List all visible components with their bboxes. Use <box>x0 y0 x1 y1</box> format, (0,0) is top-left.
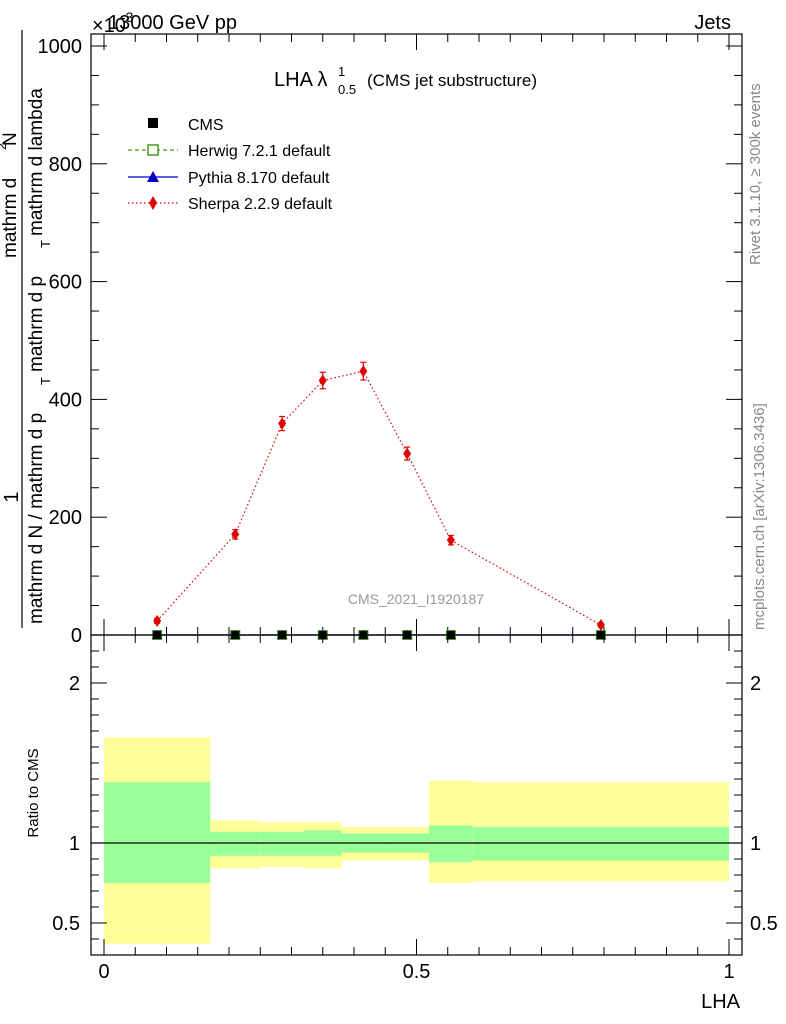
ratio-inner-band <box>472 827 729 861</box>
legend-marker-cms <box>148 118 158 128</box>
legend-label-herwig: Herwig 7.2.1 default <box>188 143 331 160</box>
main-ytick-label: 800 <box>49 154 82 176</box>
legend-marker-sherpa <box>149 196 157 210</box>
main-axis-ticks <box>91 34 742 636</box>
ratio-ytick-label-right: 1 <box>750 833 761 855</box>
sherpa-point <box>318 374 327 387</box>
legend-label-sherpa: Sherpa 2.2.9 default <box>188 196 333 213</box>
header-process: 13000 GeV pp <box>108 12 237 34</box>
ratio-xtick-label: 1 <box>723 961 734 983</box>
y-exponent-power: -3 <box>121 9 134 25</box>
ylabel-denominator-sub: T <box>38 377 53 385</box>
sherpa-point <box>231 528 240 541</box>
title-note: (CMS jet substructure) <box>367 71 537 90</box>
ratio-bands <box>104 737 729 944</box>
ratio-x-tick-labels: 0 0.5 1 <box>98 961 734 983</box>
y-exponent: ×10 -3 <box>92 9 134 37</box>
mcplots-label: mcplots.cern.ch [arXiv:1306.3436] <box>751 403 768 630</box>
legend: CMS Herwig 7.2.1 default Pythia 8.170 de… <box>128 117 333 213</box>
ratio-y-axis-label: Ratio to CMS <box>25 748 42 837</box>
main-ytick-label: 0 <box>71 625 82 647</box>
main-ytick-label: 1000 <box>38 36 83 58</box>
sherpa-point <box>153 614 162 627</box>
ylabel-numerator-sup: 2 <box>0 143 9 150</box>
ratio-xtick-label: 0 <box>98 961 109 983</box>
sherpa-point <box>446 534 455 547</box>
ylabel-numerator-bottom-end: mathrm d lambda <box>26 88 47 236</box>
ratio-panel: 0.5 0.51 12 2 0 0.5 1 Ratio to CMS LHA <box>25 634 778 1013</box>
sherpa-point <box>596 618 605 631</box>
ratio-ytick-label-right: 2 <box>750 673 761 695</box>
ylabel-prefix: 1 <box>1 491 23 502</box>
legend-entry-cms: CMS <box>148 117 224 134</box>
header-category: Jets <box>694 12 731 34</box>
ratio-xtick-label: 0.5 <box>403 961 431 983</box>
ylabel-numerator-bottom-sub: T <box>38 240 53 248</box>
ratio-inner-band <box>210 831 261 856</box>
legend-entry-pythia: Pythia 8.170 default <box>128 170 330 187</box>
ratio-ytick-label-left: 0.5 <box>52 913 80 935</box>
ratio-y-tick-labels: 0.5 0.5 1 1 2 2 <box>52 673 778 935</box>
ylabel-numerator-top: mathrm d <box>0 178 21 258</box>
main-panel: 0 200 400 600 800 1000 LHA λ 1 0.5 (CMS jet s… <box>38 33 743 647</box>
sherpa-point <box>278 417 287 430</box>
sherpa-point <box>403 447 412 460</box>
legend-label-pythia: Pythia 8.170 default <box>188 170 330 187</box>
sherpa-point <box>359 365 368 378</box>
ylabel-denominator: mathrm d N / mathrm d p <box>26 413 47 624</box>
ratio-inner-band <box>260 831 304 856</box>
title-sup: 1 <box>338 64 345 79</box>
main-ytick-label: 400 <box>49 389 82 411</box>
ylabel-numerator-end: N <box>0 132 21 146</box>
x-axis-label: LHA <box>701 991 741 1013</box>
title-main: LHA λ <box>274 69 327 91</box>
sherpa-line <box>156 370 602 626</box>
ratio-axis-ticks <box>91 635 742 955</box>
main-y-axis-label: 1 mathrm d N / mathrm d p T mathrm d 2 N… <box>0 30 53 628</box>
watermark: CMS_2021_I1920187 <box>348 591 484 607</box>
legend-entry-herwig: Herwig 7.2.1 default <box>128 143 331 160</box>
legend-label-cms: CMS <box>188 117 224 134</box>
ratio-ytick-label-right: 0.5 <box>750 913 778 935</box>
ratio-inner-band <box>104 782 211 883</box>
legend-entry-sherpa: Sherpa 2.2.9 default <box>128 196 333 213</box>
main-ytick-label: 200 <box>49 507 82 529</box>
main-y-tick-labels: 0 200 400 600 800 1000 <box>38 36 83 647</box>
y-exponent-base: ×10 <box>92 15 126 37</box>
legend-marker-pythia <box>147 171 159 182</box>
ylabel-numerator-bottom: mathrm d p <box>26 276 47 372</box>
ratio-inner-band <box>429 825 473 863</box>
main-ytick-label: 600 <box>49 272 82 294</box>
title-sub: 0.5 <box>338 82 356 97</box>
ratio-ytick-label-left: 1 <box>69 833 80 855</box>
rivet-label: Rivet 3.1.10, ≥ 300k events <box>747 83 764 265</box>
ratio-ytick-label-left: 2 <box>69 673 80 695</box>
chart-title: LHA λ 1 0.5 (CMS jet substructure) <box>274 64 537 97</box>
legend-marker-herwig <box>147 144 159 156</box>
